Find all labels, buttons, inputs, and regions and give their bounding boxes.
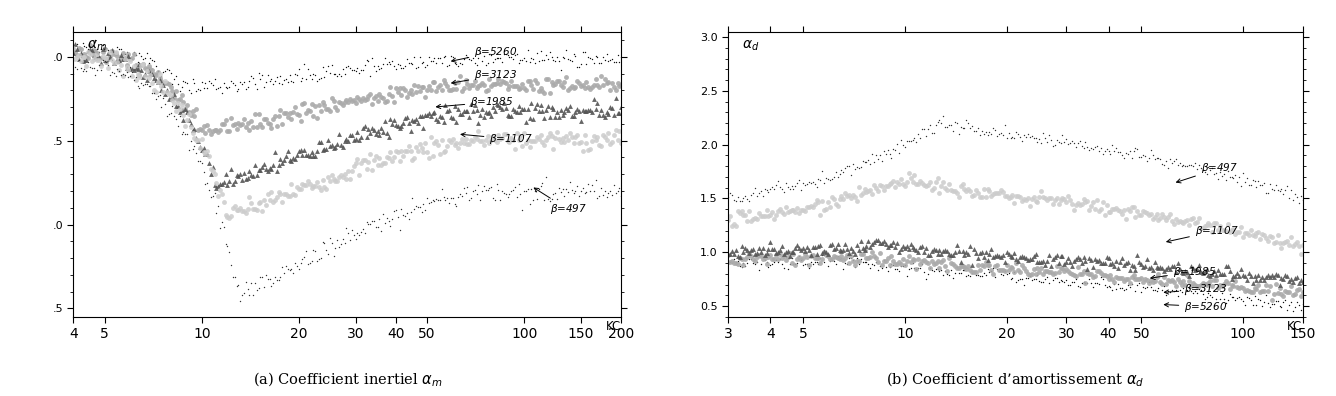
Text: $\beta$=497: $\beta$=497 bbox=[1177, 161, 1238, 183]
Text: $\beta$=5260: $\beta$=5260 bbox=[452, 45, 517, 62]
Text: KC: KC bbox=[607, 320, 621, 333]
Text: $\beta$=3123: $\beta$=3123 bbox=[1165, 282, 1228, 296]
Text: $\beta$=497: $\beta$=497 bbox=[534, 188, 587, 217]
Text: $\beta$=1107: $\beta$=1107 bbox=[461, 132, 533, 146]
Text: $\beta$=1985: $\beta$=1985 bbox=[1150, 265, 1216, 280]
Text: (b) Coefficient d’amortissement $\alpha_d$: (b) Coefficient d’amortissement $\alpha_… bbox=[886, 371, 1145, 389]
Text: (a) Coefficient inertiel $\alpha_m$: (a) Coefficient inertiel $\alpha_m$ bbox=[253, 371, 442, 389]
Text: KC: KC bbox=[1288, 320, 1303, 333]
Text: $\alpha_d$: $\alpha_d$ bbox=[743, 39, 760, 53]
Text: $\alpha_m$: $\alpha_m$ bbox=[87, 39, 107, 53]
Text: $\beta$=1107: $\beta$=1107 bbox=[1166, 224, 1238, 243]
Text: $\beta$=5260: $\beta$=5260 bbox=[1165, 300, 1228, 314]
Text: $\beta$=3123: $\beta$=3123 bbox=[452, 68, 517, 84]
Text: $\beta$=1985: $\beta$=1985 bbox=[437, 95, 513, 109]
